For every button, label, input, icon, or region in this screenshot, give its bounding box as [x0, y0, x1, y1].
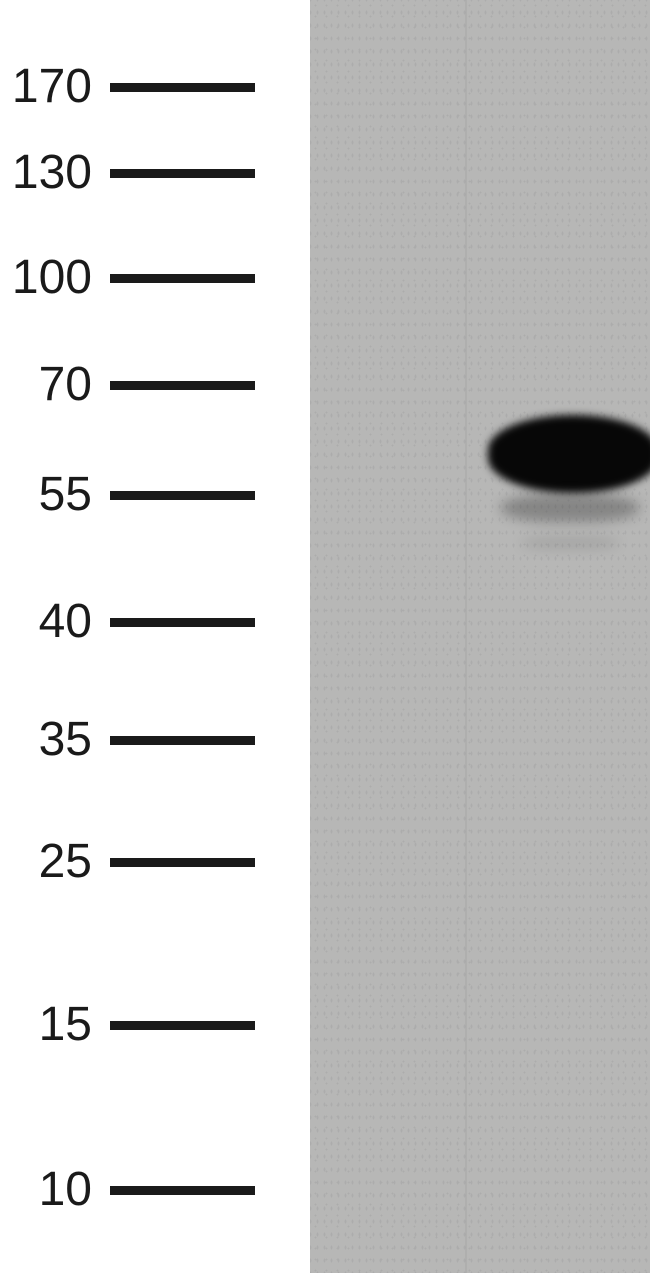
ladder-tick: [110, 618, 255, 627]
ladder-marker: 25: [0, 838, 280, 886]
ladder-tick: [110, 169, 255, 178]
ladder-marker: 70: [0, 361, 280, 409]
ladder-tick: [110, 83, 255, 92]
ladder-marker: 130: [0, 149, 280, 197]
ladder-marker-label: 15: [0, 1001, 110, 1049]
ladder-marker-label: 35: [0, 716, 110, 764]
ladder-tick: [110, 736, 255, 745]
blot-smear: [520, 536, 620, 550]
ladder-marker-label: 170: [0, 63, 110, 111]
ladder-tick: [110, 274, 255, 283]
blot-band: [488, 415, 650, 493]
ladder-marker-label: 25: [0, 838, 110, 886]
ladder-marker: 100: [0, 254, 280, 302]
ladder-marker-label: 10: [0, 1166, 110, 1214]
ladder-marker: 15: [0, 1001, 280, 1049]
lane-divider: [465, 0, 467, 1273]
ladder-tick: [110, 1186, 255, 1195]
ladder-marker-label: 70: [0, 361, 110, 409]
ladder-tick: [110, 1021, 255, 1030]
ladder-tick: [110, 858, 255, 867]
ladder-marker-label: 55: [0, 471, 110, 519]
ladder-marker-label: 40: [0, 598, 110, 646]
ladder-marker: 55: [0, 471, 280, 519]
ladder-tick: [110, 491, 255, 500]
ladder-marker: 170: [0, 63, 280, 111]
membrane-noise-texture: [310, 0, 650, 1273]
ladder-tick: [110, 381, 255, 390]
blot-smear: [500, 494, 640, 522]
ladder-marker: 35: [0, 716, 280, 764]
ladder-marker: 40: [0, 598, 280, 646]
blot-membrane: [310, 0, 650, 1273]
ladder-marker: 10: [0, 1166, 280, 1214]
molecular-weight-ladder: 170 130 100 70 55 40 35 25 15 10: [0, 0, 300, 1273]
ladder-marker-label: 100: [0, 254, 110, 302]
ladder-marker-label: 130: [0, 149, 110, 197]
